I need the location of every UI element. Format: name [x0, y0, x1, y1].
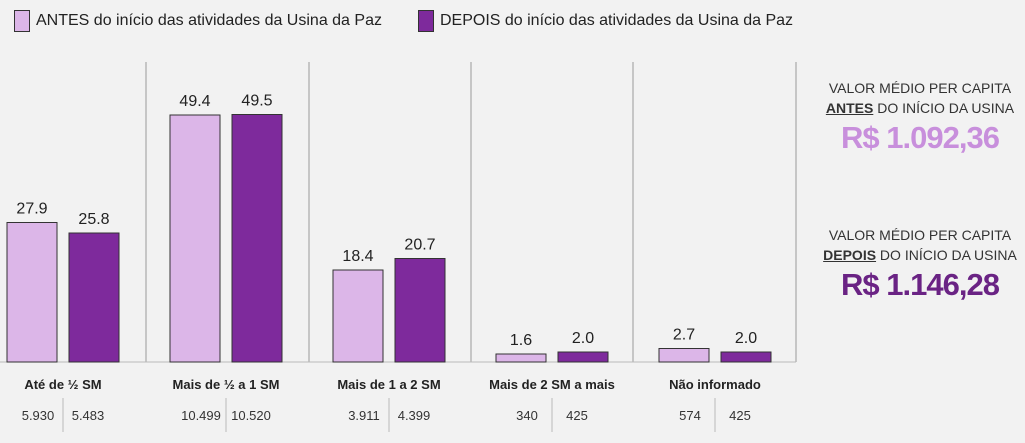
count-label: 10.499 — [181, 408, 221, 423]
side-antes-line2-wrap: ANTES DO INÍCIO DA USINA — [815, 98, 1025, 118]
value-label: 2.7 — [673, 327, 695, 344]
side-antes-value: R$ 1.092,36 — [841, 120, 1000, 155]
count-label: 5.930 — [22, 408, 55, 423]
bar-depois — [394, 258, 446, 363]
category-label: Mais de 2 SM a mais — [489, 377, 615, 392]
legend-item-depois: DEPOIS do início das atividades da Usina… — [417, 10, 794, 32]
bar-depois — [231, 114, 283, 363]
side-panel-antes: VALOR MÉDIO PER CAPITA ANTES DO INÍCIO D… — [815, 78, 1025, 155]
bar-depois — [720, 351, 772, 363]
count-label: 425 — [566, 408, 588, 423]
side-antes-line2: DO INÍCIO DA USINA — [873, 100, 1015, 116]
side-depois-value: R$ 1.146,28 — [841, 267, 1000, 302]
value-label: 25.8 — [78, 211, 109, 228]
legend-item-antes: ANTES do início das atividades da Usina … — [14, 10, 382, 32]
category-label: Não informado — [669, 377, 761, 392]
bar-antes — [495, 353, 547, 363]
category-label: Mais de ½ a 1 SM — [173, 377, 280, 392]
side-depois-emph: DEPOIS — [823, 247, 877, 263]
value-label: 27.9 — [16, 201, 47, 218]
category-label: Mais de 1 a 2 SM — [337, 377, 440, 392]
value-label: 49.5 — [241, 93, 272, 110]
legend-swatch-depois — [417, 10, 434, 32]
bar-antes — [169, 114, 221, 363]
value-label: 49.4 — [179, 93, 210, 110]
bar-antes — [6, 222, 58, 363]
value-label: 2.0 — [735, 330, 757, 347]
side-depois-line1: VALOR MÉDIO PER CAPITA — [828, 227, 1012, 243]
count-label: 4.399 — [398, 408, 431, 423]
count-label: 340 — [516, 408, 538, 423]
legend: ANTES do início das atividades da Usina … — [14, 10, 793, 32]
bar-depois — [68, 232, 120, 363]
side-panel-depois: VALOR MÉDIO PER CAPITA DEPOIS DO INÍCIO … — [815, 225, 1025, 302]
count-label: 3.911 — [348, 408, 380, 423]
category-label: Até de ½ SM — [24, 377, 101, 392]
value-label: 18.4 — [342, 248, 373, 265]
count-label: 574 — [679, 408, 701, 423]
side-antes-line1: VALOR MÉDIO PER CAPITA — [828, 80, 1012, 96]
legend-swatch-antes — [14, 10, 30, 32]
count-label: 10.520 — [231, 408, 271, 423]
value-label: 1.6 — [510, 332, 532, 349]
value-label: 2.0 — [572, 330, 594, 347]
legend-label-depois: DEPOIS do início das atividades da Usina… — [439, 12, 794, 29]
bar-antes — [332, 269, 384, 363]
bar-chart: 27.9 5.930 25.8 5.483 Até de ½ SM 49.4 10.499 4… — [0, 62, 797, 432]
side-antes-emph: ANTES — [825, 100, 874, 116]
count-label: 5.483 — [72, 408, 105, 423]
legend-label-antes: ANTES do início das atividades da Usina … — [36, 12, 382, 29]
value-label: 20.7 — [404, 237, 435, 254]
bar-antes — [658, 348, 710, 363]
side-depois-line2: DO INÍCIO DA USINA — [876, 247, 1017, 263]
count-label: 425 — [729, 408, 751, 423]
side-depois-line2-wrap: DEPOIS DO INÍCIO DA USINA — [815, 245, 1025, 265]
bar-depois — [557, 351, 609, 363]
